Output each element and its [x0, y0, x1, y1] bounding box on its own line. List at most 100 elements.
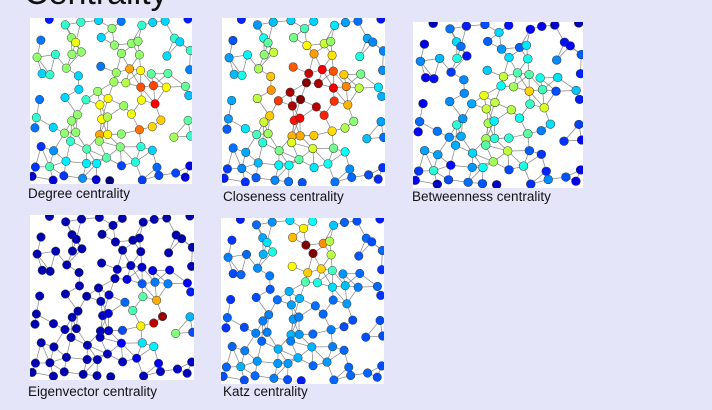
graph-node	[71, 324, 81, 334]
graph-node	[348, 315, 358, 325]
graph-node	[295, 131, 305, 141]
graph-node	[96, 32, 106, 43]
graph-node	[539, 103, 549, 113]
graph-node	[524, 69, 534, 80]
graph-node	[308, 143, 318, 154]
graph-node	[267, 218, 277, 227]
graph-node	[445, 96, 455, 107]
graph-node	[186, 131, 192, 141]
graph-node	[576, 49, 583, 60]
graph-node	[446, 67, 456, 77]
graph-node	[576, 135, 583, 145]
graph-node	[240, 177, 250, 186]
graph-node	[67, 49, 77, 59]
graph-node	[313, 78, 323, 89]
graph-node	[285, 218, 295, 226]
graph-node	[302, 40, 312, 51]
graph-node	[327, 282, 337, 292]
graph-node	[165, 265, 175, 275]
graph-node	[134, 125, 144, 135]
graph-node	[504, 133, 514, 143]
graph-node	[102, 153, 111, 163]
graph-node	[60, 20, 70, 30]
graph-node	[45, 70, 55, 80]
graph-node	[92, 355, 102, 365]
graph-node	[433, 150, 443, 160]
graph-node	[445, 24, 455, 34]
graph-node	[50, 49, 60, 59]
graph-node	[376, 290, 384, 300]
graph-node	[419, 39, 430, 49]
graph-node	[316, 264, 326, 274]
graph-node	[346, 370, 356, 381]
graph-node	[354, 251, 364, 261]
graph-node	[228, 269, 238, 279]
graph-node	[456, 131, 466, 141]
graph-node	[339, 345, 349, 355]
graph-svg	[221, 218, 384, 384]
graph-node	[224, 53, 234, 63]
graph-node	[48, 175, 58, 184]
graph-node	[81, 158, 91, 168]
graph-node	[326, 325, 336, 335]
graph-node	[274, 160, 284, 170]
graph-node	[147, 122, 157, 132]
graph-node	[284, 160, 294, 170]
graph-node	[119, 101, 129, 111]
graph-node	[44, 215, 54, 221]
graph-node	[537, 85, 548, 95]
graph-node	[496, 44, 507, 54]
graph-node	[102, 112, 112, 122]
graph-node	[187, 261, 194, 271]
graph-node	[349, 116, 359, 126]
graph-node	[146, 69, 156, 79]
graph-node	[73, 71, 83, 81]
graph-node	[269, 47, 279, 58]
graph-node	[413, 127, 423, 137]
graph-node	[266, 71, 276, 82]
graph-node	[110, 274, 120, 284]
graph-node	[482, 65, 492, 75]
graph-node	[228, 143, 238, 153]
graph-node	[132, 353, 142, 363]
graph-node	[59, 171, 69, 181]
graph-node	[574, 94, 583, 104]
graph-node	[109, 77, 119, 87]
graph-node	[258, 249, 268, 259]
graph-node	[328, 66, 338, 76]
graph-node	[148, 266, 158, 276]
graph-node	[489, 116, 499, 126]
graph-node	[269, 373, 279, 383]
graph-node	[36, 141, 46, 152]
graph-node	[259, 117, 269, 127]
graph-node	[236, 18, 246, 24]
graph-node	[252, 93, 262, 104]
graph-node	[268, 247, 278, 257]
graph-node	[265, 284, 275, 294]
graph-node	[138, 292, 148, 302]
graph-node	[461, 22, 472, 31]
graph-node	[117, 325, 127, 335]
graph-node	[326, 36, 336, 47]
graph-node	[537, 22, 547, 31]
graph-node	[152, 295, 162, 305]
graph-node	[72, 110, 82, 120]
graph-node	[286, 336, 296, 346]
graph-node	[536, 126, 546, 136]
graph-node	[67, 312, 77, 322]
graph-node	[364, 170, 374, 180]
graph-node	[31, 309, 41, 319]
graph-node	[185, 65, 192, 75]
graph-node	[136, 321, 146, 331]
graph-node	[239, 375, 249, 384]
graph-node	[308, 329, 318, 339]
graph-node	[82, 340, 92, 350]
graph-node	[175, 37, 185, 47]
graph-node	[149, 341, 159, 352]
graph-node	[341, 81, 351, 92]
graph-node	[118, 357, 128, 367]
graph-node	[221, 371, 228, 381]
graph-node	[237, 163, 247, 174]
graph-node	[227, 235, 237, 245]
caption-degree: Degree centrality	[28, 186, 131, 201]
